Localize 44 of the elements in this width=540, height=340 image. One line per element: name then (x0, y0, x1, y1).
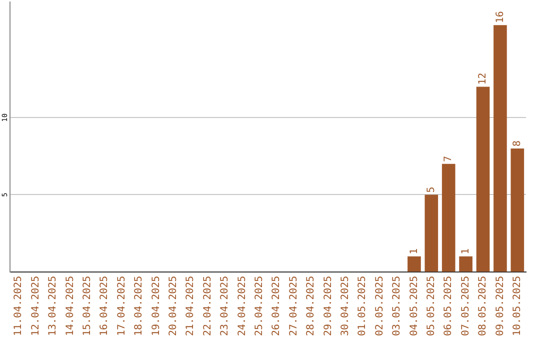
x-tick-label: 16.04.2025 (99, 276, 110, 336)
bar (494, 25, 507, 272)
x-tick-label: 15.04.2025 (82, 276, 93, 336)
x-tick-label: 12.04.2025 (30, 276, 42, 336)
x-tick-label: 01.05.2025 (357, 276, 368, 336)
x-tick-label: 10.05.2025 (512, 276, 523, 336)
data-label: 8 (512, 140, 523, 146)
data-label: 16 (494, 11, 506, 24)
bar (408, 256, 421, 272)
x-tick-label: 02.05.2025 (374, 276, 386, 336)
x-tick-label: 09.05.2025 (494, 276, 506, 336)
x-tick-label: 23.04.2025 (220, 276, 231, 336)
bar (442, 164, 456, 272)
x-tick-label: 08.05.2025 (478, 276, 489, 336)
x-tick-label: 03.05.2025 (392, 276, 403, 336)
x-tick-label: 27.04.2025 (288, 276, 300, 336)
data-label: 1 (460, 248, 472, 254)
x-tick-label: 13.04.2025 (48, 276, 59, 336)
x-tick-label: 28.04.2025 (306, 276, 317, 336)
x-tick-label: 05.05.2025 (426, 276, 437, 336)
data-label: 7 (443, 156, 454, 162)
x-tick-label: 22.04.2025 (202, 276, 214, 336)
x-tick-label: 25.04.2025 (254, 276, 265, 336)
x-tick-label: 07.05.2025 (460, 276, 472, 336)
bar (424, 194, 438, 272)
x-tick-label: 06.05.2025 (443, 276, 454, 336)
data-label: 5 (426, 186, 437, 193)
x-tick-label: 21.04.2025 (185, 276, 196, 336)
x-tick-label: 29.04.2025 (322, 276, 334, 336)
x-tick-label: 24.04.2025 (236, 276, 248, 336)
x-tick-label: 17.04.2025 (116, 276, 128, 336)
x-tick-label: 30.04.2025 (340, 276, 351, 336)
x-tick-label: 11.04.2025 (13, 276, 24, 336)
x-tick-label: 04.05.2025 (408, 276, 420, 336)
bar (459, 256, 472, 272)
x-tick-label: 19.04.2025 (150, 276, 162, 336)
data-label: 1 (408, 248, 420, 254)
bar (476, 86, 490, 272)
bar (510, 148, 524, 272)
x-tick-label: 26.04.2025 (271, 276, 282, 336)
data-label: 12 (478, 72, 489, 85)
x-tick-label: 14.04.2025 (64, 276, 76, 336)
x-tick-label: 20.04.2025 (168, 276, 179, 336)
x-tick-label: 18.04.2025 (134, 276, 145, 336)
